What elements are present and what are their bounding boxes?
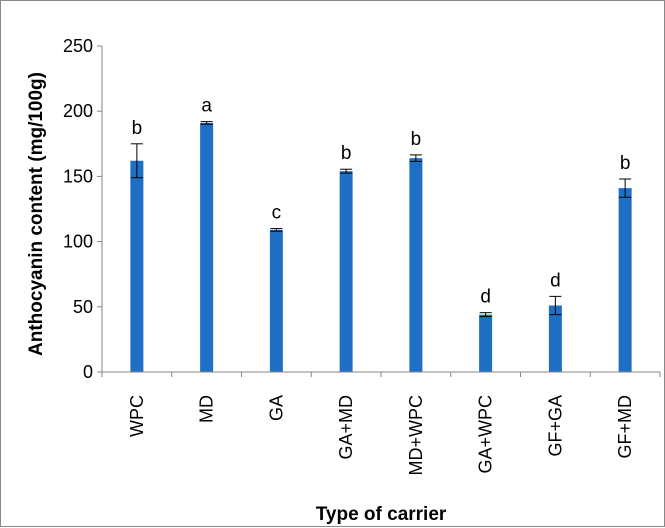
bar xyxy=(200,122,214,372)
bar xyxy=(339,171,353,372)
bar xyxy=(269,229,283,372)
y-axis-ticks: 0 50 100 150 200 250 xyxy=(63,36,661,382)
category-label: MD xyxy=(197,395,217,423)
bar xyxy=(479,314,493,372)
bar xyxy=(130,160,144,372)
significance-label: b xyxy=(132,118,143,139)
y-tick-label: 50 xyxy=(73,297,93,317)
bars xyxy=(130,122,632,372)
category-label: GA+MD xyxy=(336,395,356,460)
y-axis-title: Anthocyanin content (mg/100g) xyxy=(26,72,47,356)
error-bars xyxy=(130,121,632,318)
significance-labels: b a c b b d d b xyxy=(132,96,631,308)
bar xyxy=(409,158,423,372)
category-label: GF+GA xyxy=(545,395,565,457)
bar xyxy=(618,188,632,372)
x-axis-category-labels: WPC MD GA GA+MD MD+WPC GA+WPC GF+GA GF+MD xyxy=(127,395,635,476)
significance-label: d xyxy=(480,287,491,308)
significance-label: a xyxy=(201,96,212,117)
category-label: MD+WPC xyxy=(406,395,426,476)
y-tick-label: 150 xyxy=(63,166,93,186)
x-axis-title: Type of carrier xyxy=(316,504,447,525)
significance-label: d xyxy=(550,270,561,291)
significance-label: c xyxy=(272,203,282,224)
significance-label: b xyxy=(620,153,631,174)
bar xyxy=(548,305,562,372)
significance-label: b xyxy=(341,143,352,164)
y-tick-label: 200 xyxy=(63,101,93,121)
category-label: WPC xyxy=(127,395,147,437)
category-label: GA xyxy=(266,395,286,421)
category-label: GF+MD xyxy=(615,395,635,459)
y-tick-label: 250 xyxy=(63,36,93,56)
significance-label: b xyxy=(411,129,422,150)
category-label: GA+WPC xyxy=(476,395,496,474)
y-tick-label: 100 xyxy=(63,232,93,252)
y-tick-label: 0 xyxy=(83,362,93,382)
